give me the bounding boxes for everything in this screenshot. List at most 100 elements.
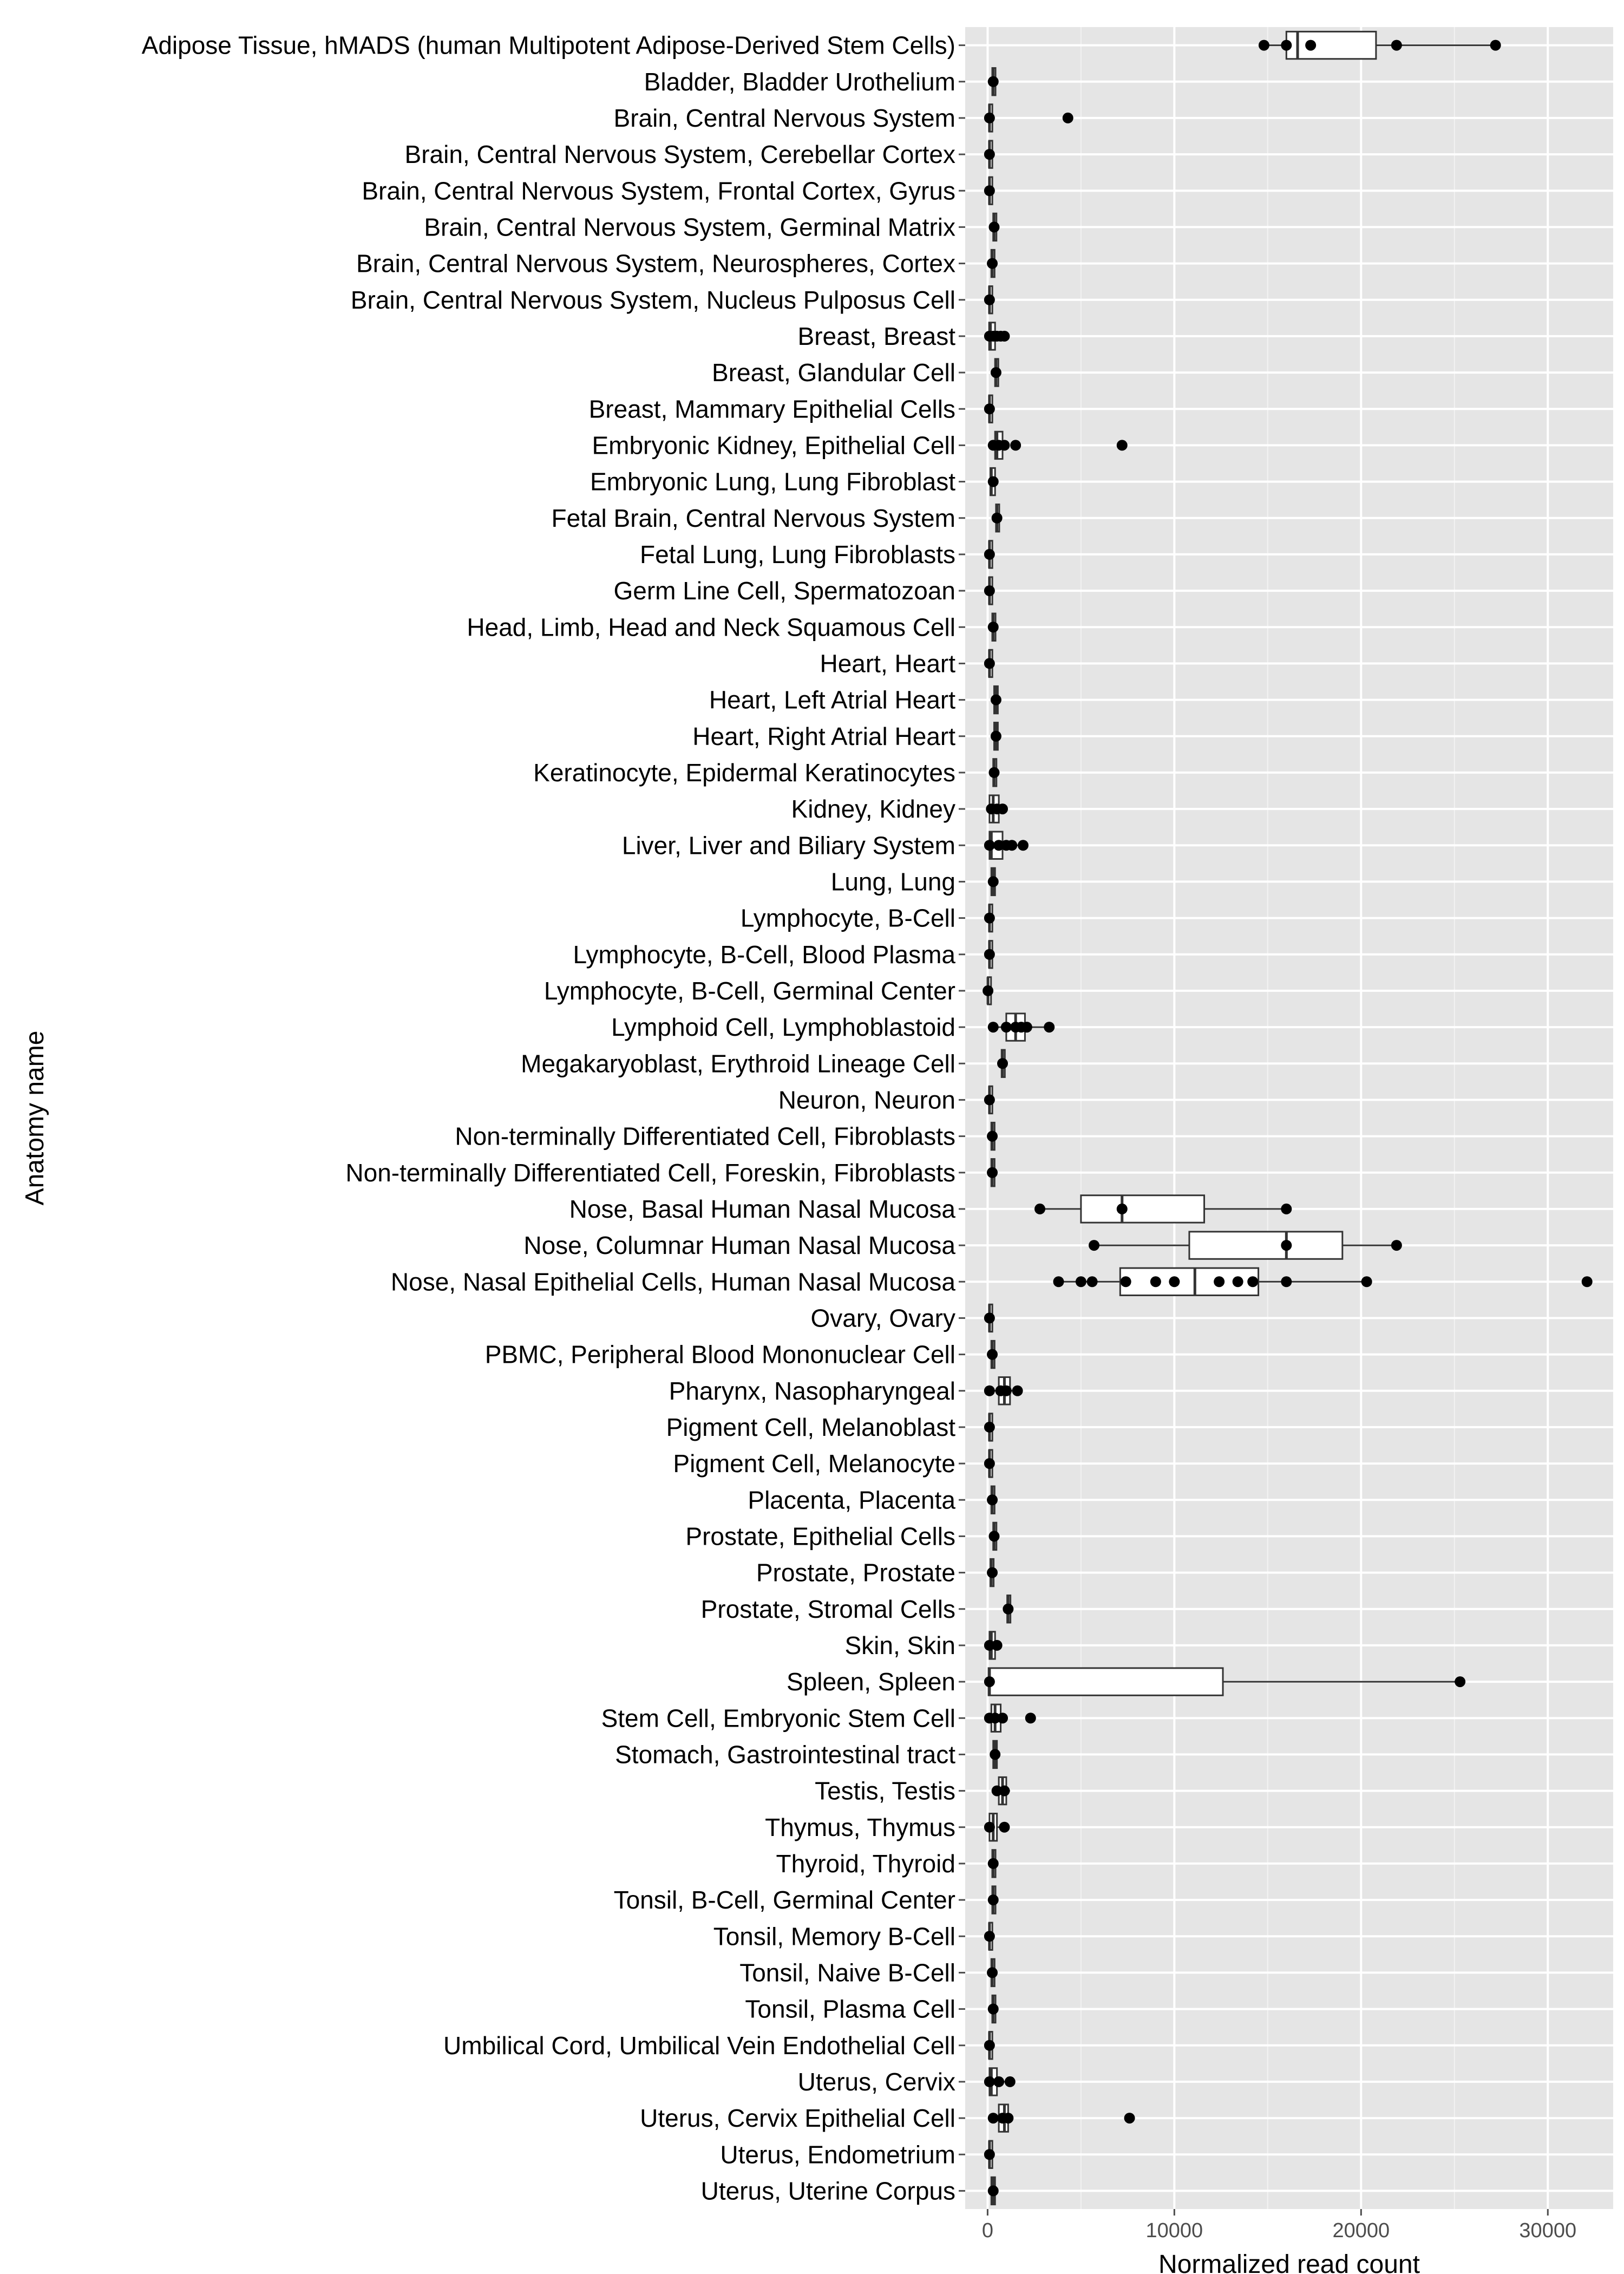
category-box-group: [984, 2140, 995, 2169]
data-point: [984, 2040, 995, 2051]
category-box-group: [988, 212, 1000, 242]
category-label: Lymphoid Cell, Lymphoblastoid: [611, 1013, 955, 1041]
category-box-group: [987, 430, 1128, 460]
category-label: Placenta, Placenta: [748, 1486, 955, 1514]
data-point: [987, 1894, 999, 1906]
category-box-group: [987, 1958, 998, 1988]
data-point: [984, 185, 995, 197]
data-point: [999, 330, 1010, 342]
data-point: [984, 585, 995, 597]
data-point: [1025, 1713, 1036, 1724]
category-label: Nose, Basal Human Nasal Mucosa: [569, 1195, 956, 1223]
category-box-group: [983, 976, 994, 1005]
category-label: Brain, Central Nervous System, Neurosphe…: [356, 250, 955, 278]
category-label: Adipose Tissue, hMADS (human Multipotent…: [142, 31, 955, 60]
category-box-group: [984, 1376, 1023, 1406]
category-box-group: [987, 467, 999, 496]
category-label: Pharynx, Nasopharyngeal: [669, 1377, 955, 1405]
data-point: [1455, 1676, 1466, 1688]
data-point: [1391, 40, 1402, 51]
data-point: [984, 1639, 995, 1651]
data-point: [997, 803, 1008, 815]
category-label: Keratinocyte, Epidermal Keratinocytes: [533, 759, 955, 787]
data-point: [1490, 40, 1501, 51]
x-axis-title: Normalized read count: [1158, 2250, 1420, 2274]
data-point: [1581, 1276, 1593, 1288]
category-label: Neuron, Neuron: [778, 1086, 955, 1114]
data-point: [984, 2149, 995, 2160]
data-point: [984, 112, 995, 123]
data-point: [1150, 1276, 1161, 1288]
category-box-group: [987, 1158, 998, 1187]
category-box-group: [987, 1994, 999, 2024]
category-label: Tonsil, Memory B-Cell: [713, 1922, 955, 1950]
category-box-group: [990, 685, 1001, 715]
category-label: Tonsil, Plasma Cell: [745, 1995, 955, 2023]
category-label: Breast, Mammary Epithelial Cells: [589, 395, 955, 423]
data-point: [987, 2113, 999, 2124]
data-point: [990, 1713, 1001, 1724]
data-point: [984, 1385, 995, 1396]
plot-background: [965, 27, 1613, 2209]
category-label: Tonsil, Naive B-Cell: [739, 1958, 955, 1987]
x-tick-label: 20000: [1332, 2219, 1390, 2242]
data-point: [1086, 1276, 1098, 1288]
data-point: [1003, 1603, 1014, 1615]
category-label: Ovary, Ovary: [810, 1304, 955, 1332]
data-point: [987, 2003, 999, 2015]
data-point: [1034, 1203, 1045, 1214]
data-point: [1010, 440, 1021, 451]
data-point: [1116, 1203, 1128, 1214]
category-label: Non-terminally Differentiated Cell, Fore…: [345, 1159, 955, 1187]
category-box-group: [984, 1703, 1036, 1733]
category-label: Megakaryoblast, Erythroid Lineage Cell: [521, 1049, 955, 1077]
category-label: Uterus, Cervix Epithelial Cell: [640, 2104, 955, 2132]
category-label: Embryonic Kidney, Epithelial Cell: [592, 431, 955, 459]
data-point: [990, 694, 1001, 705]
data-point: [987, 1022, 999, 1033]
category-box-group: [986, 794, 1008, 824]
data-point: [990, 730, 1001, 742]
data-point: [1006, 840, 1018, 851]
data-point: [1214, 1276, 1225, 1288]
category-label: Testis, Testis: [815, 1777, 955, 1805]
category-box-group: [984, 285, 995, 315]
data-point: [984, 1931, 995, 1942]
data-point: [1124, 2113, 1135, 2124]
category-label: Fetal Brain, Central Nervous System: [552, 504, 956, 532]
data-point: [988, 1531, 1000, 1542]
data-point: [1247, 1276, 1259, 1288]
data-point: [991, 1785, 1003, 1796]
data-point: [1089, 1240, 1100, 1251]
data-point: [984, 1458, 995, 1469]
category-box-group: [990, 1740, 1001, 1769]
data-point: [987, 1167, 998, 1178]
data-point: [1391, 1240, 1402, 1251]
category-box-group: [984, 1631, 1003, 1660]
category-box-group: [990, 722, 1001, 751]
box-iqr: [1285, 30, 1377, 60]
category-box-group: [1053, 1267, 1593, 1296]
category-box-group: [984, 103, 1073, 133]
data-point: [987, 1494, 998, 1506]
category-box-group: [984, 176, 995, 205]
category-box-group: [984, 576, 995, 605]
category-box-group: [987, 1012, 1055, 1042]
category-box-group: [991, 504, 1003, 533]
category-label: Tonsil, B-Cell, Germinal Center: [614, 1886, 955, 1914]
category-label: Stem Cell, Embryonic Stem Cell: [601, 1704, 955, 1732]
data-point: [999, 1821, 1010, 1833]
category-box-group: [984, 540, 995, 569]
data-point: [987, 76, 999, 87]
data-point: [1281, 40, 1292, 51]
category-label: Embryonic Lung, Lung Fibroblast: [590, 468, 955, 496]
box-iqr: [1188, 1231, 1344, 1260]
data-point: [984, 840, 995, 851]
category-box-group: [984, 1813, 1010, 1842]
data-point: [991, 512, 1003, 524]
data-point: [1044, 1022, 1055, 1033]
category-label: Thyroid, Thyroid: [776, 1850, 955, 1878]
category-box-group: [984, 322, 1010, 351]
